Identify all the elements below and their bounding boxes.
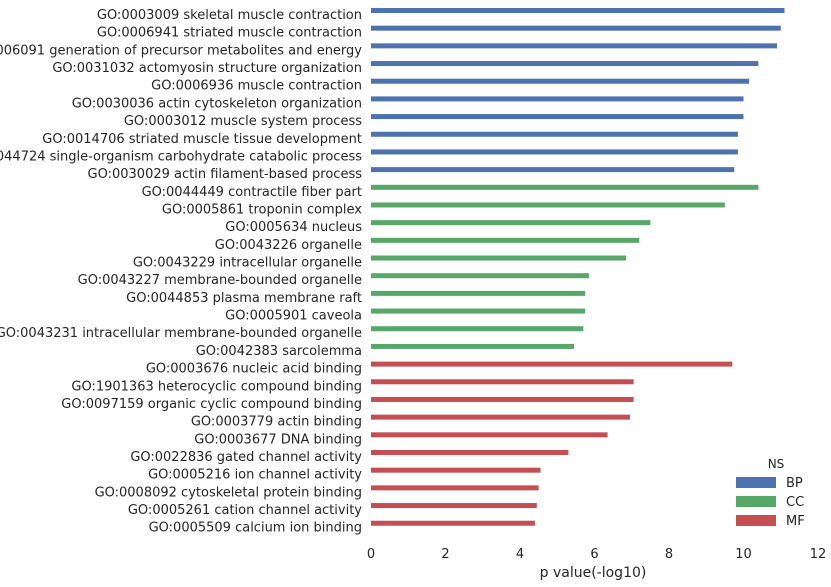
bar-bp bbox=[371, 131, 738, 137]
bar-mf bbox=[371, 414, 630, 420]
bar-bp bbox=[371, 167, 735, 173]
bar-mf bbox=[371, 467, 541, 473]
bar-cc bbox=[371, 343, 575, 349]
bar-mf bbox=[371, 432, 608, 438]
legend-title: NS bbox=[768, 457, 785, 471]
category-label: GO:0003009 skeletal muscle contraction bbox=[97, 8, 362, 23]
x-tick-label: 10 bbox=[735, 547, 752, 562]
category-label: GO:0044449 contractile fiber part bbox=[142, 185, 362, 200]
bar-cc bbox=[371, 202, 725, 208]
legend-label-bp: BP bbox=[786, 476, 803, 491]
x-tick-label: 12 bbox=[810, 547, 827, 562]
bar-mf bbox=[371, 503, 537, 509]
x-tick-label: 6 bbox=[590, 547, 598, 562]
category-label: GO:0005901 caveola bbox=[225, 309, 362, 324]
category-label: GO:0006941 striated muscle contraction bbox=[97, 26, 362, 41]
bar-cc bbox=[371, 326, 584, 332]
category-label: GO:0006091 generation of precursor metab… bbox=[0, 43, 362, 58]
legend-swatch-bp bbox=[736, 477, 776, 488]
bar-bp bbox=[371, 78, 750, 84]
bar-cc bbox=[371, 255, 627, 261]
x-tick-label: 8 bbox=[665, 547, 673, 562]
bar-mf bbox=[371, 485, 539, 491]
category-label: GO:0030029 actin filament-based process bbox=[88, 167, 363, 182]
category-label: GO:0006936 muscle contraction bbox=[151, 79, 362, 94]
category-label: GO:0003676 nucleic acid binding bbox=[146, 362, 362, 377]
bar-bp bbox=[371, 61, 759, 67]
bar-cc bbox=[371, 184, 759, 190]
x-axis-title: p value(-log10) bbox=[540, 565, 647, 581]
category-label: GO:0097159 organic cyclic compound bindi… bbox=[61, 397, 362, 412]
category-label: GO:0044724 single-organism carbohydrate … bbox=[0, 149, 362, 164]
category-label: GO:0005634 nucleus bbox=[225, 220, 362, 235]
x-axis-ticks: 0 2 4 6 8 10 12 bbox=[367, 547, 826, 562]
x-tick-label: 2 bbox=[441, 547, 449, 562]
bar-bp bbox=[371, 96, 744, 102]
legend: NS BP CC MF bbox=[736, 457, 805, 529]
category-label: GO:0042383 sarcolemma bbox=[196, 344, 362, 359]
x-tick-label: 0 bbox=[367, 547, 375, 562]
category-label: GO:0043229 intracellular organelle bbox=[133, 256, 362, 271]
category-label: GO:0005261 cation channel activity bbox=[128, 503, 362, 518]
bar-cc bbox=[371, 273, 589, 279]
category-label: GO:0031032 actomyosin structure organiza… bbox=[52, 61, 362, 76]
category-label: GO:0003779 actin binding bbox=[191, 415, 362, 430]
category-label: GO:0005509 calcium ion binding bbox=[149, 521, 362, 536]
bar-bp bbox=[371, 25, 781, 31]
bar-cc bbox=[371, 308, 586, 314]
bar-cc bbox=[371, 220, 651, 226]
legend-swatch-mf bbox=[736, 515, 776, 526]
bar-mf bbox=[371, 379, 634, 385]
category-label: GO:0043226 organelle bbox=[215, 238, 362, 253]
category-label: GO:0003012 muscle system process bbox=[124, 114, 362, 129]
bar-cc bbox=[371, 237, 640, 243]
legend-label-mf: MF bbox=[786, 514, 805, 529]
category-label: GO:0022836 gated channel activity bbox=[130, 450, 362, 465]
category-label: GO:0003677 DNA binding bbox=[194, 432, 362, 447]
bar-bp bbox=[371, 114, 744, 120]
category-label: GO:0005216 ion channel activity bbox=[148, 468, 362, 483]
category-label: GO:0044853 plasma membrane raft bbox=[126, 291, 362, 306]
x-tick-label: 4 bbox=[516, 547, 524, 562]
category-label: GO:1901363 heterocyclic compound binding bbox=[71, 379, 362, 394]
bars-layer bbox=[371, 8, 785, 526]
bar-bp bbox=[371, 149, 738, 155]
category-label: GO:0014706 striated muscle tissue develo… bbox=[42, 132, 362, 147]
bar-bp bbox=[371, 8, 785, 13]
category-label: GO:0043227 membrane-bounded organelle bbox=[78, 273, 362, 288]
category-labels: GO:0003009 skeletal muscle contraction GO… bbox=[0, 8, 362, 536]
legend-swatch-cc bbox=[736, 496, 776, 507]
category-label: GO:0030036 actin cytoskeleton organizati… bbox=[72, 96, 362, 111]
bar-bp bbox=[371, 43, 778, 49]
category-label: GO:0008092 cytoskeletal protein binding bbox=[95, 485, 362, 500]
bar-mf bbox=[371, 361, 733, 367]
bar-mf bbox=[371, 450, 569, 455]
bar-cc bbox=[371, 290, 586, 296]
category-label: GO:0005861 troponin complex bbox=[162, 202, 362, 217]
legend-label-cc: CC bbox=[786, 495, 804, 510]
category-label: GO:0043231 intracellular membrane-bounde… bbox=[0, 326, 362, 341]
bar-mf bbox=[371, 396, 634, 402]
bar-mf bbox=[371, 520, 535, 526]
legend-entries: BP CC MF bbox=[736, 476, 805, 529]
